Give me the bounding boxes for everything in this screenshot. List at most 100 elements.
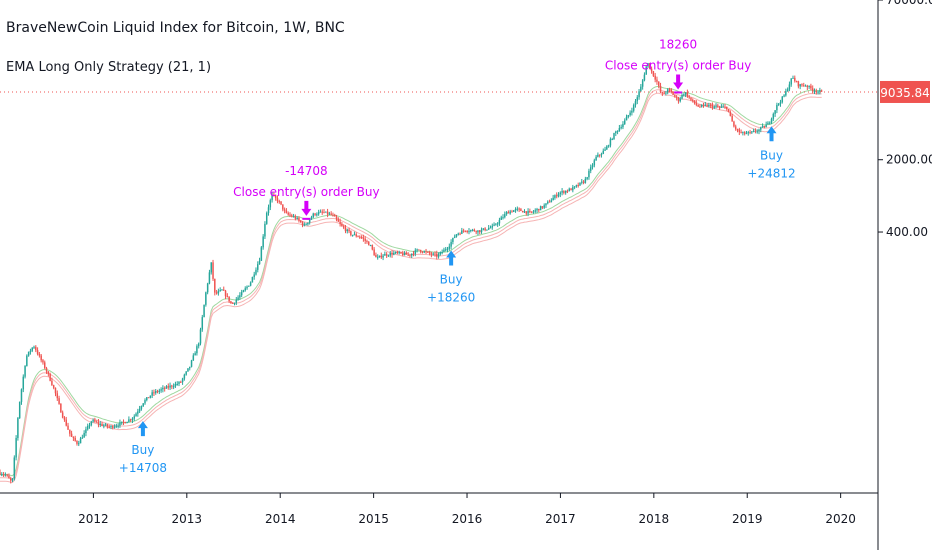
- candle-body: [521, 211, 524, 213]
- buy-arrow-icon: [446, 250, 457, 266]
- candle-body: [656, 79, 658, 82]
- candle-body: [747, 132, 750, 134]
- candle-body: [742, 131, 744, 133]
- candle-body: [246, 286, 248, 289]
- candle-body: [231, 302, 234, 304]
- candle-body: [205, 292, 207, 305]
- candle-body: [752, 130, 755, 132]
- candle-body: [498, 219, 501, 224]
- close-quantity: -14708: [285, 164, 328, 178]
- candle-body: [505, 212, 508, 215]
- candle-body: [464, 230, 467, 232]
- candle-body: [473, 229, 476, 232]
- candle-body: [478, 230, 481, 233]
- candle-body: [645, 66, 647, 75]
- close-signal[interactable]: Close entry(s) order Buy 18260: [605, 37, 751, 94]
- candle-body: [165, 386, 168, 389]
- candle-body: [44, 362, 46, 369]
- candle-body: [797, 81, 800, 87]
- candle-body: [427, 251, 429, 253]
- last-price-tag: 9035.84: [880, 80, 930, 103]
- strategy-signals: Buy +14708 Close entry(s) order Buy -14708 B…: [119, 37, 796, 475]
- price-tag-bg: [880, 80, 930, 103]
- candle-body: [299, 220, 302, 223]
- candle-body: [52, 385, 55, 388]
- candle-body: [579, 182, 581, 186]
- candle-body: [441, 251, 443, 253]
- ema-band-lower-1: [0, 89, 822, 480]
- candle-body: [255, 269, 257, 275]
- candle-body: [761, 126, 764, 128]
- buy-signal[interactable]: Buy +18260: [427, 250, 475, 304]
- candle-body: [450, 241, 452, 247]
- candle-body: [457, 233, 460, 235]
- candle-body: [351, 234, 354, 236]
- candle-body: [342, 226, 345, 228]
- candle-body: [292, 216, 295, 218]
- candle-body: [810, 85, 812, 89]
- candle-body: [287, 212, 289, 215]
- candle-body: [686, 92, 689, 97]
- close-signal[interactable]: Close entry(s) order Buy -14708: [233, 164, 380, 220]
- candle-body: [772, 113, 775, 119]
- candle-body: [518, 208, 520, 210]
- candle-body: [665, 92, 667, 94]
- candle-body: [78, 443, 80, 445]
- candle-body: [291, 215, 293, 217]
- candle-body: [190, 360, 193, 367]
- candle-body: [523, 211, 526, 213]
- candle-body: [586, 177, 588, 179]
- candle-body: [20, 389, 23, 402]
- candle-body: [563, 191, 565, 193]
- indicator-legend[interactable]: EMA Long Only Strategy (21, 1): [6, 60, 212, 75]
- candle-body: [749, 132, 751, 134]
- candle-body: [430, 253, 433, 255]
- candle-body: [436, 253, 438, 257]
- candle-body: [799, 84, 801, 87]
- candle-body: [495, 224, 497, 226]
- candle-body: [319, 211, 322, 213]
- candle-body: [758, 129, 760, 132]
- candle-body: [180, 381, 182, 383]
- candle-body: [428, 251, 431, 254]
- candle-body: [548, 201, 551, 203]
- candle-body: [410, 253, 413, 256]
- candle-body: [117, 425, 119, 427]
- candle-body: [65, 419, 67, 426]
- candle-body: [335, 216, 338, 220]
- candle-body: [17, 418, 19, 438]
- candle-body: [487, 228, 490, 230]
- y-tick-label: 2000.00: [886, 153, 932, 167]
- candle-body: [727, 109, 730, 112]
- candle-body: [22, 376, 25, 390]
- price-tag-label: 9035.84: [880, 86, 930, 100]
- candle-body: [552, 197, 554, 201]
- candle-body: [820, 90, 823, 92]
- candle-body: [588, 170, 590, 178]
- candle-body: [627, 115, 630, 117]
- candle-body: [344, 227, 347, 232]
- candle-body: [113, 426, 116, 428]
- candle-body: [248, 285, 250, 287]
- candle-body: [70, 433, 73, 437]
- x-tick-label: 2016: [452, 512, 483, 526]
- candle-body: [326, 211, 329, 215]
- buy-quantity: +24812: [747, 166, 795, 180]
- candle-body: [615, 131, 617, 134]
- candle-body: [235, 299, 238, 303]
- candle-body: [29, 350, 32, 352]
- candle-body: [768, 122, 771, 124]
- candle-body: [566, 190, 569, 192]
- buy-signal[interactable]: Buy +24812: [747, 126, 796, 180]
- candle-body: [305, 224, 307, 226]
- candle-body: [711, 105, 714, 108]
- candle-body: [346, 229, 349, 232]
- candle-body: [525, 211, 528, 214]
- candle-body: [668, 89, 671, 91]
- buy-signal[interactable]: Buy +14708: [119, 421, 167, 475]
- candle-body: [613, 133, 615, 140]
- x-tick-label: 2019: [732, 512, 763, 526]
- candle-body: [403, 252, 406, 256]
